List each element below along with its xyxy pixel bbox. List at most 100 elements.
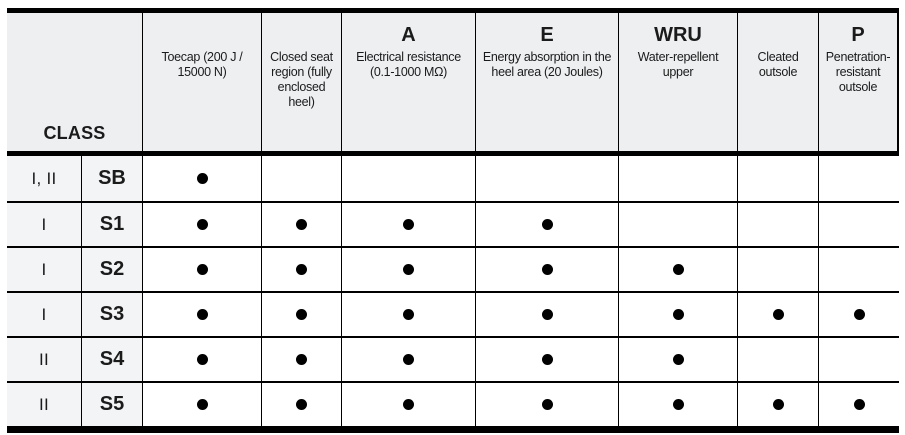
safety-footwear-class-table: CLASS Toecap (200 J / 15000 N) Closed se… <box>7 8 899 433</box>
column-label: Electrical resistance (0.1-1000 MΩ) <box>356 50 461 79</box>
feature-dot-icon <box>196 173 208 184</box>
column-symbol: WRU <box>654 24 702 46</box>
feature-cell-energy-absorption <box>475 156 618 201</box>
feature-cell-penetration-resistant <box>818 383 899 426</box>
column-header-closed-seat-region: Closed seat region (fully enclosed heel) <box>261 13 341 151</box>
feature-dot-icon <box>772 309 784 320</box>
feature-dot-icon <box>541 399 553 410</box>
class-value: I <box>7 293 81 336</box>
feature-dot-icon <box>296 219 307 230</box>
feature-cell-electrical-resistance <box>341 338 475 381</box>
feature-dot-icon <box>296 309 307 320</box>
table-row-s3: I S3 <box>7 291 899 336</box>
feature-cell-cleated-outsole <box>737 248 818 291</box>
feature-dot-icon <box>196 264 208 275</box>
feature-dot-icon <box>541 219 553 230</box>
feature-cell-electrical-resistance <box>341 156 475 201</box>
feature-cell-energy-absorption <box>475 383 618 426</box>
class-value: I <box>7 203 81 246</box>
feature-dot-icon <box>196 399 208 410</box>
feature-dot-icon <box>541 309 553 320</box>
feature-cell-energy-absorption <box>475 248 618 291</box>
feature-dot-icon <box>853 399 865 410</box>
feature-cell-cleated-outsole <box>737 338 818 381</box>
column-label: Cleated outsole <box>757 50 799 79</box>
feature-cell-toecap <box>142 383 261 426</box>
feature-cell-penetration-resistant <box>818 248 899 291</box>
feature-cell-water-repellent-upper <box>618 383 737 426</box>
column-symbol: P <box>851 24 865 46</box>
class-header-label: CLASS <box>43 123 106 143</box>
feature-dot-icon <box>296 354 307 365</box>
table-header-row: CLASS Toecap (200 J / 15000 N) Closed se… <box>7 13 899 156</box>
feature-cell-energy-absorption <box>475 293 618 336</box>
feature-cell-cleated-outsole <box>737 293 818 336</box>
feature-cell-toecap <box>142 338 261 381</box>
table-row-sb: I, II SB <box>7 156 899 201</box>
class-code: S5 <box>81 383 142 426</box>
feature-dot-icon <box>403 264 414 275</box>
feature-dot-icon <box>296 399 307 410</box>
feature-cell-cleated-outsole <box>737 383 818 426</box>
feature-cell-closed-seat <box>261 383 341 426</box>
column-label: Water-repellent upper <box>637 50 719 79</box>
feature-dot-icon <box>403 219 414 230</box>
class-code: S2 <box>81 248 142 291</box>
column-header-cleated-outsole: Cleated outsole <box>737 13 818 151</box>
feature-cell-penetration-resistant <box>818 203 899 246</box>
feature-cell-cleated-outsole <box>737 156 818 201</box>
column-symbol: E <box>540 24 554 46</box>
class-code: SB <box>81 156 142 201</box>
feature-cell-electrical-resistance <box>341 293 475 336</box>
table-row-s5: II S5 <box>7 381 899 426</box>
feature-dot-icon <box>196 354 208 365</box>
column-label: Toecap (200 J / 15000 N) <box>161 50 243 79</box>
table-row-s2: I S2 <box>7 246 899 291</box>
feature-cell-electrical-resistance <box>341 383 475 426</box>
feature-dot-icon <box>672 264 684 275</box>
feature-dot-icon <box>196 309 208 320</box>
class-code: S4 <box>81 338 142 381</box>
feature-dot-icon <box>853 309 865 320</box>
column-label: Energy absorption in the heel area (20 J… <box>482 50 612 79</box>
feature-cell-water-repellent-upper <box>618 156 737 201</box>
column-header-water-repellent-upper: WRU Water-repellent upper <box>618 13 737 151</box>
column-header-toecap: Toecap (200 J / 15000 N) <box>142 13 261 151</box>
column-header-penetration-resistant-outsole: P Penetration-resistant outsole <box>818 13 899 151</box>
feature-cell-water-repellent-upper <box>618 338 737 381</box>
feature-cell-cleated-outsole <box>737 203 818 246</box>
feature-cell-energy-absorption <box>475 338 618 381</box>
class-code: S3 <box>81 293 142 336</box>
feature-dot-icon <box>296 264 307 275</box>
feature-dot-icon <box>672 354 684 365</box>
table-body: I, II SB I S1 I S2 I S3 II S4 II S5 <box>7 156 899 426</box>
feature-dot-icon <box>541 264 553 275</box>
class-value: II <box>7 383 81 426</box>
feature-cell-penetration-resistant <box>818 156 899 201</box>
feature-cell-water-repellent-upper <box>618 203 737 246</box>
feature-cell-penetration-resistant <box>818 338 899 381</box>
feature-dot-icon <box>541 354 553 365</box>
feature-cell-electrical-resistance <box>341 248 475 291</box>
feature-cell-water-repellent-upper <box>618 248 737 291</box>
column-header-electrical-resistance: A Electrical resistance (0.1-1000 MΩ) <box>341 13 475 151</box>
feature-cell-toecap <box>142 293 261 336</box>
feature-cell-water-repellent-upper <box>618 293 737 336</box>
table-row-s4: II S4 <box>7 336 899 381</box>
feature-dot-icon <box>772 399 784 410</box>
class-value: I <box>7 248 81 291</box>
feature-cell-closed-seat <box>261 248 341 291</box>
feature-dot-icon <box>672 309 684 320</box>
column-header-energy-absorption: E Energy absorption in the heel area (20… <box>475 13 618 151</box>
class-value: II <box>7 338 81 381</box>
feature-cell-toecap <box>142 156 261 201</box>
column-label: Penetration-resistant outsole <box>825 50 891 94</box>
feature-dot-icon <box>403 309 414 320</box>
table-row-s1: I S1 <box>7 201 899 246</box>
feature-dot-icon <box>403 354 414 365</box>
feature-dot-icon <box>403 399 414 410</box>
feature-cell-closed-seat <box>261 293 341 336</box>
feature-cell-penetration-resistant <box>818 293 899 336</box>
feature-cell-toecap <box>142 248 261 291</box>
